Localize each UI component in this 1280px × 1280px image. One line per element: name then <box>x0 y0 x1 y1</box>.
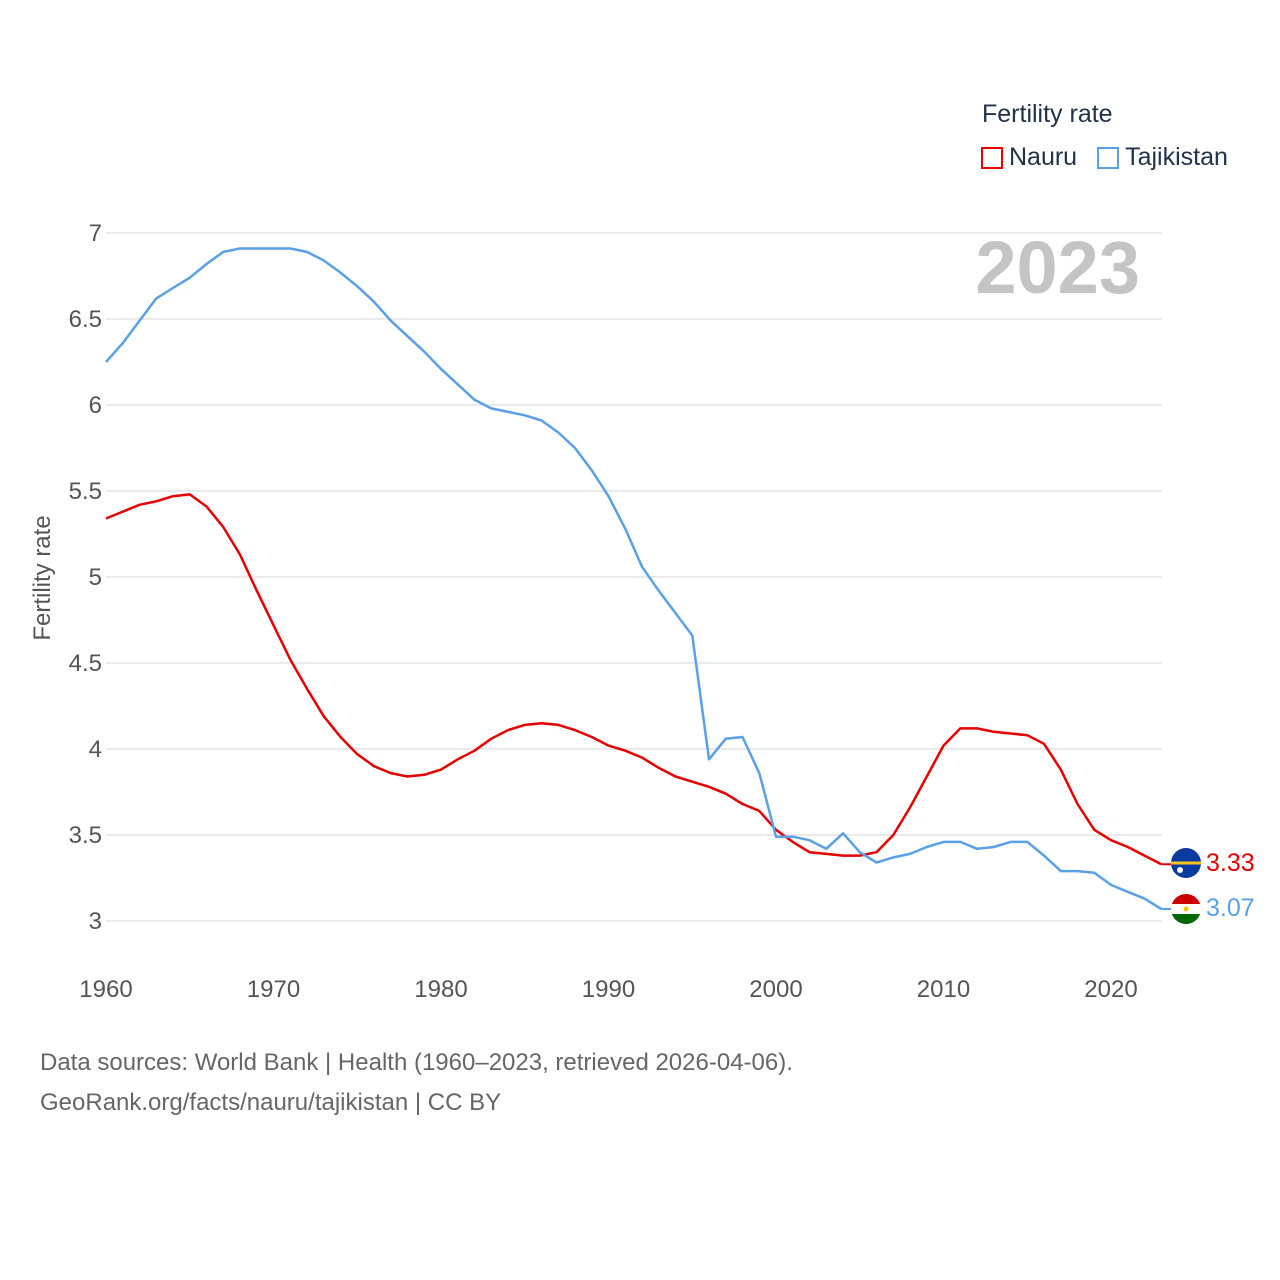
x-tick-label: 1980 <box>414 976 467 1003</box>
x-tick-label: 1970 <box>247 976 300 1003</box>
legend-label-nauru: Nauru <box>1009 143 1078 171</box>
series-line-tajikistan[interactable] <box>105 247 1162 911</box>
x-tick-label: 2000 <box>749 976 802 1003</box>
footer-link[interactable]: GeoRank.org/facts/nauru/tajikistan | CC … <box>40 1089 502 1116</box>
y-tick-labels: 3 3.5 4 4.5 5 5.5 6 6.5 7 <box>69 220 102 935</box>
year-label: 2023 <box>975 226 1140 309</box>
legend-item-tajikistan[interactable]: Tajikistan <box>1097 143 1228 172</box>
end-markers <box>1171 848 1201 924</box>
legend-swatch-tajikistan <box>1097 146 1120 169</box>
legend-title: Fertility rate <box>982 100 1113 128</box>
end-value-tajikistan: 3.07 <box>1206 894 1255 922</box>
y-tick-label: 7 <box>89 220 102 247</box>
legend-label-tajikistan: Tajikistan <box>1125 143 1228 171</box>
x-tick-label: 2010 <box>917 976 970 1003</box>
legend: Nauru Tajikistan <box>981 143 1248 172</box>
y-tick-label: 5.5 <box>69 478 102 505</box>
gridlines <box>106 232 1162 922</box>
y-tick-label: 6.5 <box>69 306 102 333</box>
footer-sources: Data sources: World Bank | Health (1960–… <box>40 1049 793 1076</box>
nauru-flag-icon <box>1171 848 1201 878</box>
tajikistan-flag-icon <box>1171 894 1201 924</box>
x-tick-labels: 1960 1970 1980 1990 2000 2010 2020 <box>79 976 1137 1003</box>
series-lines <box>105 247 1172 911</box>
y-tick-label: 5 <box>89 564 102 591</box>
x-tick-label: 1990 <box>582 976 635 1003</box>
x-tick-label: 1960 <box>79 976 132 1003</box>
y-tick-label: 3.5 <box>69 822 102 849</box>
legend-item-nauru[interactable]: Nauru <box>981 143 1077 172</box>
legend-swatch-nauru <box>981 146 1003 169</box>
y-tick-label: 3 <box>89 908 102 935</box>
y-tick-label: 6 <box>89 392 102 419</box>
y-tick-label: 4 <box>89 736 102 763</box>
footer: Data sources: World Bank | Health (1960–… <box>40 1043 793 1123</box>
series-line-nauru[interactable] <box>105 493 1162 866</box>
x-tick-label: 2020 <box>1084 976 1137 1003</box>
y-tick-label: 4.5 <box>69 650 102 677</box>
end-value-nauru: 3.33 <box>1206 849 1255 877</box>
